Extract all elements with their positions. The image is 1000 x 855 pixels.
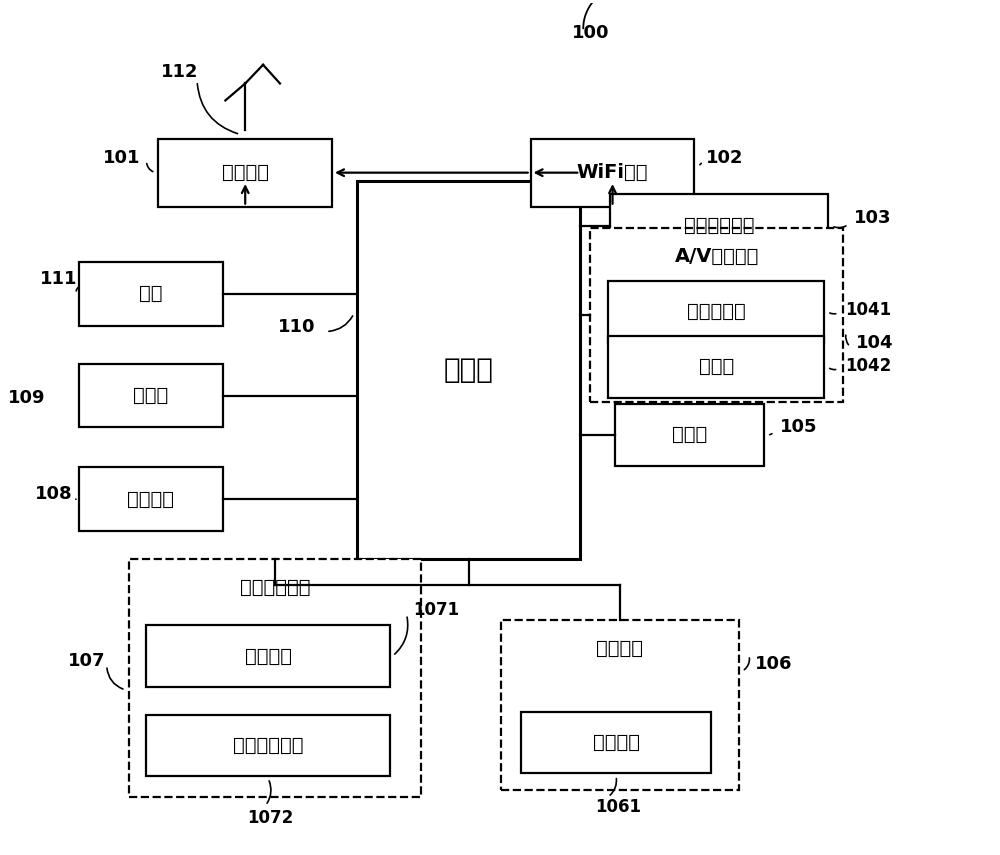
Text: 106: 106 bbox=[755, 655, 793, 673]
Bar bbox=[531, 139, 694, 207]
Bar bbox=[615, 404, 764, 466]
Bar bbox=[608, 280, 824, 343]
Text: 111: 111 bbox=[40, 270, 78, 288]
Text: 传感器: 传感器 bbox=[672, 425, 707, 445]
Text: 103: 103 bbox=[854, 209, 892, 227]
Text: 显示单元: 显示单元 bbox=[596, 639, 643, 658]
Bar bbox=[608, 336, 824, 398]
Text: A/V输入单元: A/V输入单元 bbox=[675, 246, 759, 266]
Text: 存储器: 存储器 bbox=[133, 386, 169, 405]
Text: 101: 101 bbox=[103, 150, 140, 168]
Text: 1072: 1072 bbox=[247, 809, 294, 828]
Bar bbox=[501, 621, 739, 790]
Text: 1042: 1042 bbox=[845, 357, 891, 375]
Text: 显示面板: 显示面板 bbox=[593, 733, 640, 752]
Bar bbox=[146, 715, 390, 775]
Text: 108: 108 bbox=[35, 485, 73, 503]
Text: 100: 100 bbox=[571, 23, 609, 42]
Text: 104: 104 bbox=[856, 333, 894, 351]
Text: 音频输出单元: 音频输出单元 bbox=[684, 216, 755, 235]
Text: WiFi模块: WiFi模块 bbox=[577, 163, 648, 182]
Text: 处理器: 处理器 bbox=[444, 357, 494, 384]
Bar bbox=[79, 468, 223, 531]
Bar bbox=[590, 228, 843, 402]
Bar bbox=[521, 712, 711, 773]
Bar bbox=[129, 559, 421, 797]
Text: 触控面板: 触控面板 bbox=[245, 646, 292, 665]
Bar bbox=[79, 262, 223, 326]
Text: 射频单元: 射频单元 bbox=[222, 163, 269, 182]
Text: 其他输入设备: 其他输入设备 bbox=[233, 735, 303, 755]
Bar bbox=[610, 194, 828, 257]
Text: 1071: 1071 bbox=[413, 601, 459, 619]
Text: 电源: 电源 bbox=[139, 284, 163, 304]
Bar bbox=[79, 363, 223, 428]
Bar bbox=[357, 181, 580, 559]
Text: 109: 109 bbox=[8, 389, 45, 407]
Text: 1041: 1041 bbox=[845, 301, 891, 319]
Text: 102: 102 bbox=[705, 150, 743, 168]
Text: 110: 110 bbox=[278, 318, 315, 336]
Text: 用户输入单元: 用户输入单元 bbox=[240, 578, 310, 597]
Bar bbox=[158, 139, 332, 207]
Bar bbox=[146, 625, 390, 687]
Text: 麦克风: 麦克风 bbox=[699, 357, 734, 376]
Text: 107: 107 bbox=[68, 652, 106, 670]
Text: 1061: 1061 bbox=[595, 799, 641, 817]
Text: 接口单元: 接口单元 bbox=[127, 490, 174, 509]
Text: 112: 112 bbox=[160, 63, 198, 81]
Text: 105: 105 bbox=[780, 418, 817, 437]
Text: 图形处理器: 图形处理器 bbox=[687, 302, 746, 321]
